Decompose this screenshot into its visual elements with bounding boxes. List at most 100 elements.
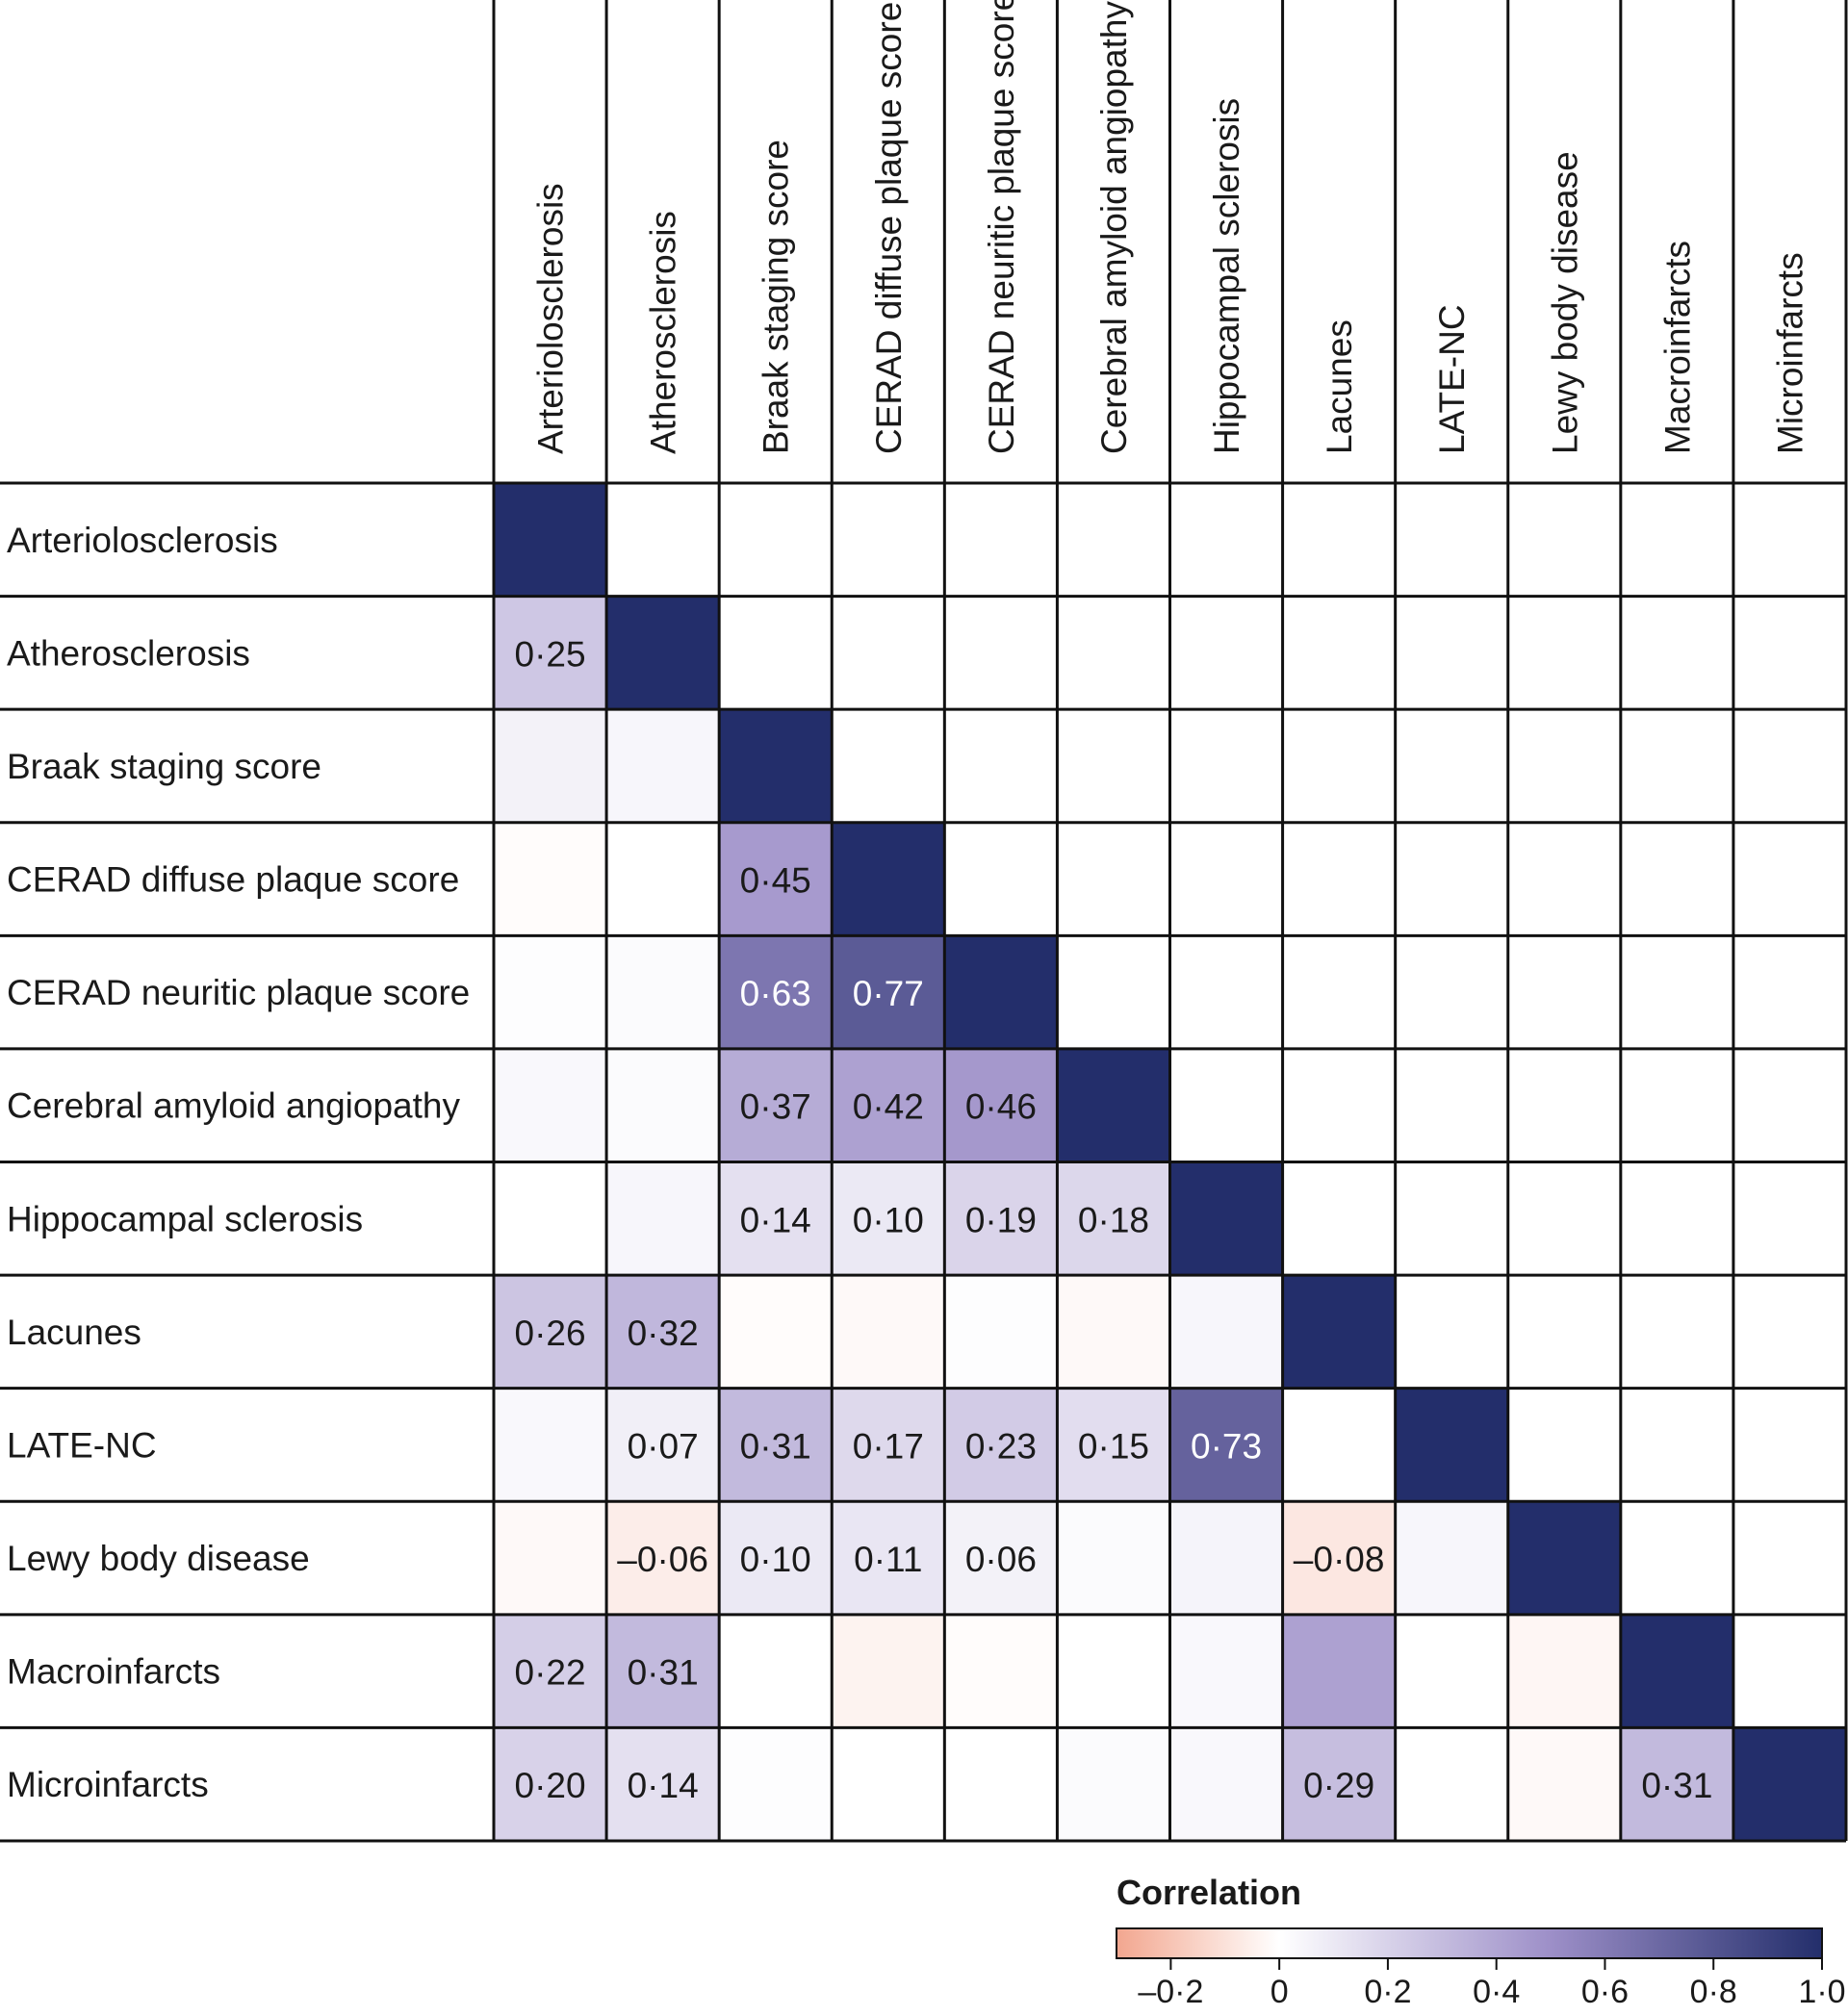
heatmap-cell [1169,1614,1283,1728]
heatmap-cell [606,1048,720,1162]
row-label: Lewy body disease [7,1539,310,1578]
heatmap-cell-diagonal [719,709,833,823]
heatmap-cell [494,1161,607,1276]
cell-value-label: 0·23 [965,1426,1037,1466]
heatmap-cell [494,935,607,1049]
heatmap-cell [606,822,720,936]
heatmap-cell-diagonal [494,483,607,597]
heatmap-cell [1395,1501,1508,1615]
row-label: CERAD neuritic plaque score [7,973,470,1012]
row-label: Lacunes [7,1313,141,1352]
cell-value-label: 0·26 [515,1314,586,1353]
heatmap-cell [1282,1727,1396,1841]
cell-value-label: 0·14 [740,1200,811,1239]
heatmap-cell [1169,1727,1283,1841]
cell-value-label: –0·08 [1294,1540,1385,1579]
cell-value-label: 0·37 [740,1087,811,1127]
column-label: CERAD diffuse plaque score [869,2,909,454]
heatmap-cell [1169,1501,1283,1615]
heatmap-cell [606,709,720,823]
heatmap-cell [832,1161,945,1276]
column-label: Macroinfarcts [1657,241,1697,454]
heatmap-cell [1057,1161,1170,1276]
cell-value-label: 0·17 [853,1426,924,1466]
cell-value-label: 0·06 [965,1540,1037,1579]
row-label: Macroinfarcts [7,1652,220,1692]
heatmap-cell [719,1161,833,1276]
heatmap-cell [606,1727,720,1841]
column-label: Arteriolosclerosis [531,183,571,454]
heatmap-cell [944,1388,1058,1502]
cell-value-label: 0·19 [965,1200,1037,1239]
legend-tick-label: 0·4 [1473,1974,1520,2010]
heatmap-cell [494,1388,607,1502]
cell-value-label: 0·42 [853,1087,924,1127]
heatmap-cell [944,1501,1058,1615]
cell-value-label: 0·10 [853,1200,924,1239]
column-label: Hippocampal sclerosis [1207,98,1246,454]
cell-value-label: 0·31 [740,1426,811,1466]
heatmap-cell [494,1275,607,1389]
heatmap-cell [1282,1388,1396,1502]
legend-tick-label: 1·0 [1798,1974,1845,2010]
cell-value-label: 0·73 [1191,1426,1262,1466]
cell-value-label: 0·77 [853,974,924,1013]
heatmap-cell [719,935,833,1049]
heatmap-cell-diagonal [944,935,1058,1049]
heatmap-cell [1057,1388,1170,1502]
heatmap-cell [832,935,945,1049]
heatmap-cell-diagonal [1507,1501,1621,1615]
row-label: Microinfarcts [7,1765,209,1804]
heatmap-cell [719,822,833,936]
row-label: LATE-NC [7,1425,157,1465]
column-label: Lacunes [1320,319,1359,454]
cell-value-label: 0·07 [628,1426,699,1466]
heatmap-cell [719,1275,833,1389]
heatmap-cell [1620,1727,1733,1841]
heatmap-cell [1169,1388,1283,1502]
heatmap-cell [832,1501,945,1615]
heatmap-cell-diagonal [832,822,945,936]
column-label: Atherosclerosis [644,211,683,454]
cell-value-label: 0·11 [854,1540,922,1579]
heatmap-cell-diagonal [1282,1275,1396,1389]
heatmap-cell [494,1727,607,1841]
heatmap-cell-diagonal [1169,1161,1283,1276]
heatmap-cell [719,1614,833,1728]
heatmap-cell-diagonal [1057,1048,1170,1162]
row-label: Arteriolosclerosis [7,521,278,560]
heatmap-cell [944,1727,1058,1841]
heatmap-cell [606,1275,720,1389]
heatmap-cell [832,1727,945,1841]
heatmap-cell [494,1048,607,1162]
column-label: Lewy body disease [1545,151,1584,454]
column-label: CERAD neuritic plaque score [982,0,1021,454]
heatmap-cell [1057,1614,1170,1728]
cell-value-label: 0·46 [965,1087,1037,1127]
cell-value-label: 0·20 [515,1766,586,1805]
heatmap-cell [944,1614,1058,1728]
heatmap-cell-diagonal [1732,1727,1846,1841]
heatmap-cell [1057,1501,1170,1615]
heatmap-cell [832,1048,945,1162]
heatmap-cell-diagonal [1395,1388,1508,1502]
row-label: Braak staging score [7,747,321,786]
column-label: Braak staging score [757,140,796,454]
heatmap-cell [1169,1275,1283,1389]
cell-value-label: 0·45 [740,861,811,901]
heatmap-cell [606,1388,720,1502]
heatmap-cell [606,1161,720,1276]
cell-value-label: 0·63 [740,974,811,1013]
heatmap-cell [832,1275,945,1389]
heatmap-cell [719,1501,833,1615]
heatmap-cell [1057,1727,1170,1841]
heatmap-cell [494,1501,607,1615]
heatmap-cell [1282,1501,1396,1615]
cell-value-label: 0·31 [1641,1766,1712,1805]
cell-value-label: –0·06 [617,1540,708,1579]
column-label: Cerebral amyloid angiopathy [1094,1,1134,454]
heatmap-cell [606,1501,720,1615]
row-label: CERAD diffuse plaque score [7,860,459,900]
heatmap-cell [1507,1614,1621,1728]
